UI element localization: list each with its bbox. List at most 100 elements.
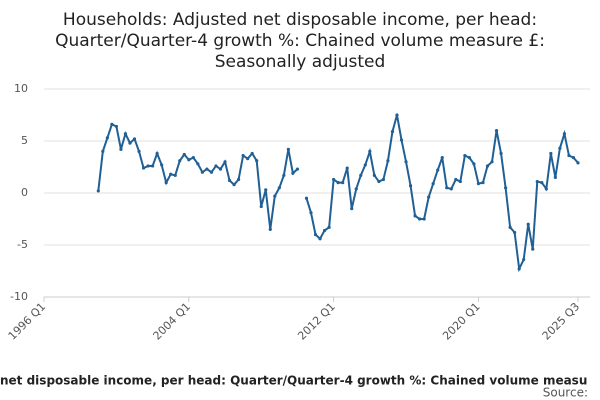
point (182, 152, 186, 157)
point (209, 170, 214, 174)
point (454, 177, 458, 182)
point (191, 156, 195, 160)
x-tick-label: 2025 Q3 (540, 300, 583, 343)
point (123, 132, 128, 136)
point (241, 153, 245, 158)
chart-title: Seasonally adjusted (215, 52, 386, 72)
point (141, 166, 146, 170)
point (218, 167, 223, 171)
point (422, 217, 426, 221)
point (494, 129, 499, 133)
point (399, 138, 404, 142)
point (227, 178, 232, 183)
point (436, 168, 440, 172)
point (187, 158, 191, 162)
point (223, 160, 227, 164)
x-axis-label: net disposable income, per head: Quarter… (0, 374, 587, 388)
point (517, 267, 521, 271)
point (463, 153, 467, 158)
point (264, 188, 268, 192)
chart-title: Quarter/Quarter-4 growth %: Chained volu… (55, 31, 545, 51)
point (309, 211, 313, 215)
point (576, 161, 580, 165)
point (363, 163, 367, 167)
point (368, 149, 372, 153)
point (472, 162, 476, 166)
chart-title: Households: Adjusted net disposable inco… (63, 10, 537, 30)
point (431, 182, 435, 186)
point (128, 141, 132, 145)
point (282, 173, 286, 177)
x-tick-label: 2020 Q1 (440, 300, 483, 343)
point (96, 189, 100, 193)
point (540, 181, 544, 185)
point (359, 173, 363, 177)
source: Source: (543, 386, 588, 400)
point (205, 167, 209, 171)
point (445, 186, 449, 190)
point (236, 177, 241, 182)
point (549, 151, 553, 156)
point (146, 164, 150, 168)
point (160, 163, 164, 167)
point (404, 160, 408, 164)
point (304, 196, 309, 200)
point (322, 228, 327, 233)
point (273, 194, 277, 198)
point (562, 132, 567, 136)
y-tick-label: 10 (14, 82, 28, 95)
point (291, 171, 295, 175)
point (558, 146, 562, 150)
point (101, 149, 105, 153)
line (97, 114, 579, 273)
point (390, 130, 395, 134)
point (526, 222, 530, 226)
point (332, 177, 336, 182)
point (259, 204, 263, 209)
point (381, 177, 386, 182)
point (485, 164, 490, 168)
point (418, 217, 422, 221)
x-tick-label: 1996 Q1 (6, 300, 49, 343)
point (503, 186, 508, 190)
point (178, 159, 182, 163)
point (268, 227, 272, 231)
point (513, 230, 517, 235)
point (164, 181, 168, 185)
point (449, 187, 453, 191)
point (169, 172, 173, 176)
point (105, 136, 109, 140)
point (531, 247, 535, 251)
point (110, 122, 114, 126)
point (553, 175, 557, 179)
point (467, 156, 471, 160)
point (151, 164, 155, 168)
point (481, 181, 485, 185)
y-tick-label: -10 (10, 290, 28, 303)
point (372, 173, 376, 177)
point (413, 214, 417, 218)
point (535, 179, 539, 184)
point (395, 113, 399, 117)
point (214, 164, 218, 168)
point (246, 157, 250, 161)
point (132, 137, 137, 141)
point (508, 225, 512, 229)
point (114, 124, 119, 129)
point (544, 187, 548, 191)
point (318, 237, 322, 241)
y-tick-label: -5 (17, 238, 28, 251)
point (119, 147, 123, 151)
y-tick-label: 0 (21, 186, 28, 199)
point (137, 149, 141, 153)
point (571, 156, 576, 160)
point (341, 181, 345, 185)
point (522, 257, 526, 262)
point (196, 162, 200, 166)
point (408, 184, 413, 188)
point (336, 181, 340, 185)
point (250, 151, 254, 156)
point (345, 166, 349, 170)
point (277, 186, 281, 190)
